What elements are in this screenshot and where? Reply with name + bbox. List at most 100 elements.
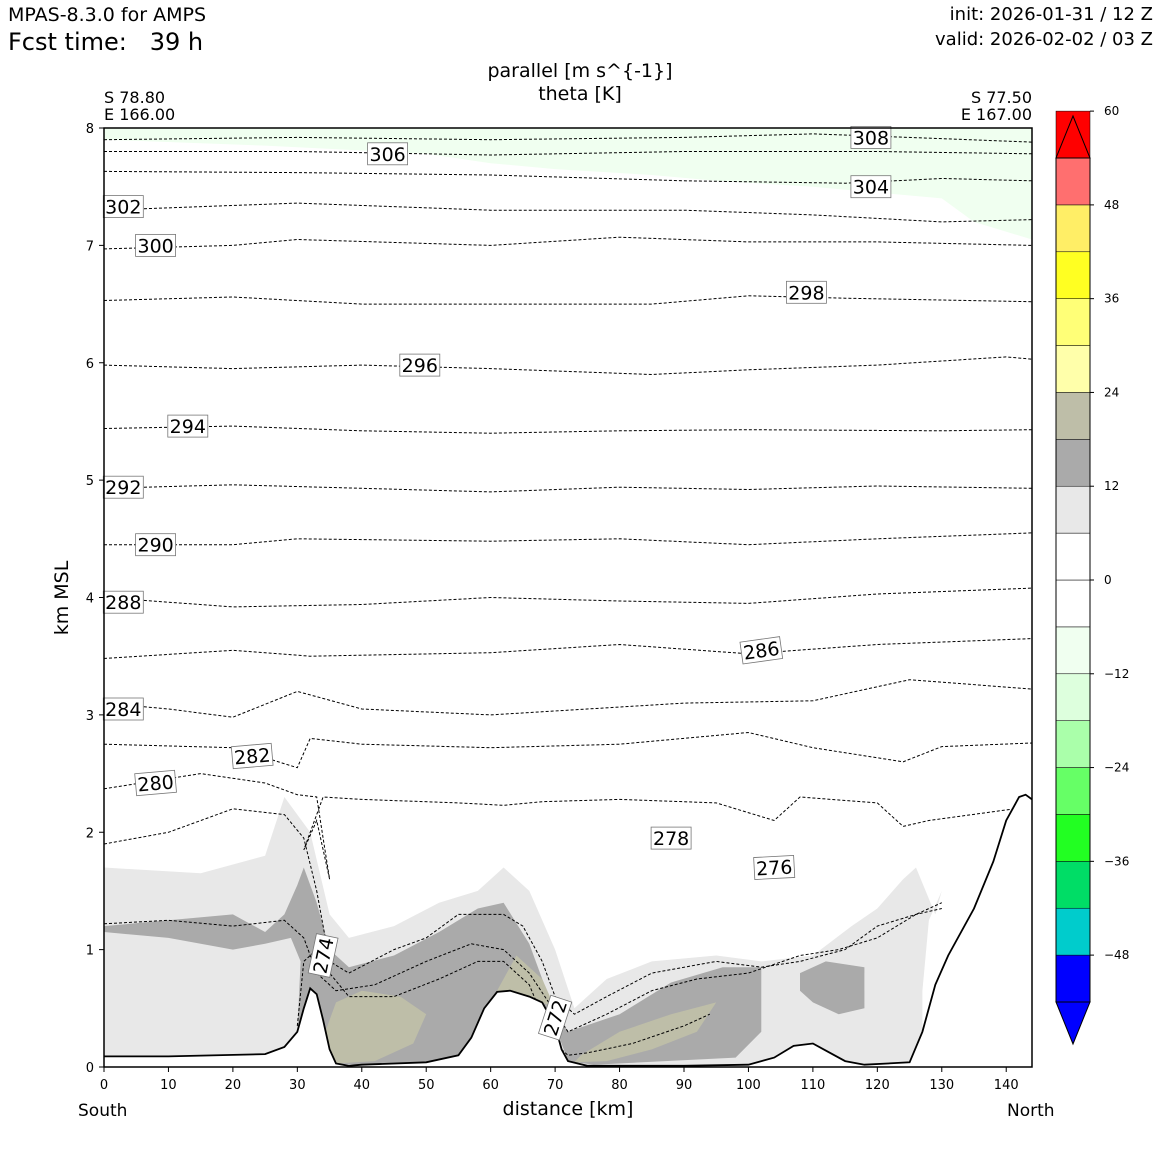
y-tick-label-5: 5	[86, 474, 94, 489]
chart-title-line2: theta [K]	[538, 83, 622, 105]
theta-contour-276	[103, 902, 943, 1033]
x-end-label-north: North	[1007, 1101, 1055, 1121]
contour-label-296: 296	[399, 353, 441, 377]
corner-left-lat: S 78.80	[104, 88, 166, 107]
contour-label-text: 280	[137, 771, 175, 796]
contour-label-288: 288	[102, 590, 144, 614]
y-tick-label-6: 6	[86, 357, 94, 372]
contour-label-text: 290	[137, 535, 173, 557]
contour-label-308: 308	[850, 125, 892, 149]
contour-label-280: 280	[134, 769, 177, 797]
contour-label-302: 302	[102, 195, 144, 219]
x-tick-label-90: 90	[676, 1078, 693, 1093]
colorbar-band-1	[1055, 907, 1091, 956]
x-tick-label-110: 110	[800, 1078, 825, 1093]
x-tick-label-120: 120	[865, 1078, 890, 1093]
theta-contour-278	[103, 808, 942, 1015]
plot-axes: 0 10 20 30 40 50 60 70 80 90 100 110 120 130 140 0 1 2 3 4 5…	[86, 122, 1033, 1093]
valid-time: valid: 2026-02-02 / 03 Z	[935, 29, 1153, 50]
wind-shade-6	[574, 1002, 717, 1063]
theta-contour-labels: 308 306 304 302 300 298 296 294 292 290 288 286 284 2…	[102, 125, 892, 1041]
contour-label-274: 274	[307, 933, 339, 978]
x-tick-label-30: 30	[289, 1078, 306, 1093]
colorbar-band-3	[1055, 814, 1091, 862]
contour-label-box	[739, 636, 784, 665]
theta-contour-layer	[103, 133, 1033, 1056]
x-tick-label-140: 140	[994, 1078, 1019, 1093]
contour-label-286: 286	[739, 636, 784, 665]
contour-label-box	[134, 769, 177, 797]
colorbar-band-2	[1055, 861, 1091, 909]
theta-contour-302	[103, 202, 1033, 223]
contour-label-box	[367, 142, 409, 166]
corner-right-lat: S 77.50	[970, 88, 1032, 107]
x-tick-label-10: 10	[160, 1078, 177, 1093]
colorbar-band-8	[1055, 579, 1091, 628]
colorbar-band-11	[1055, 439, 1091, 487]
contour-label-text: 302	[105, 197, 141, 219]
forecast-time-label: Fcst time:	[8, 28, 127, 56]
y-tick-label-7: 7	[86, 239, 94, 254]
y-tick-label-8: 8	[86, 122, 94, 137]
contour-label-box	[650, 826, 692, 850]
x-tick-label-100: 100	[736, 1078, 761, 1093]
colorbar-tick-label-9: −48	[1104, 948, 1129, 962]
contour-label-box	[167, 414, 209, 438]
x-tick-label-130: 130	[929, 1078, 954, 1093]
y-tick-label-4: 4	[86, 592, 94, 607]
x-tick-label-70: 70	[547, 1078, 564, 1093]
colorbar-band-15	[1055, 251, 1091, 299]
theta-contour-280	[103, 773, 1033, 880]
contour-label-text: 306	[369, 144, 405, 166]
colorbar-band-13	[1055, 345, 1091, 393]
colorbar-band-5	[1055, 720, 1091, 768]
x-axis-label: distance [km]	[502, 1098, 634, 1120]
contour-label-text: 298	[788, 282, 824, 304]
theta-contour-294	[103, 425, 1033, 434]
colorbar-tick-label-0: 60	[1104, 104, 1119, 118]
wind-shade-0	[104, 128, 1032, 240]
contour-label-text: 296	[402, 355, 438, 377]
contour-label-text: 292	[105, 477, 141, 499]
colorbar-tick-label-4: 12	[1104, 479, 1119, 493]
corner-left-lon: E 166.00	[104, 105, 176, 124]
theta-contour-306	[104, 151, 1033, 156]
y-tick-label-2: 2	[86, 826, 94, 841]
colorbar-band-6	[1055, 673, 1091, 721]
colorbar-band-17	[1055, 157, 1091, 206]
colorbar-tick-label-2: 36	[1104, 292, 1119, 306]
contour-label-300: 300	[135, 233, 177, 257]
contour-label-text: 300	[137, 235, 173, 257]
init-time: init: 2026-01-31 / 12 Z	[949, 4, 1153, 25]
x-tick-label-40: 40	[354, 1078, 371, 1093]
forecast-time-value: 39 h	[149, 28, 204, 56]
contour-label-text: 304	[853, 177, 889, 199]
theta-contour-282	[103, 731, 1033, 769]
colorbar: 60 48 36 24 12 0 −12 −24 −36 −48	[1055, 104, 1129, 1046]
contour-label-text: 294	[170, 416, 206, 438]
colorbar-band-16	[1055, 204, 1091, 253]
colorbar-tick-label-3: 24	[1104, 385, 1119, 399]
contour-label-278: 278	[650, 826, 692, 850]
contour-label-282: 282	[230, 742, 274, 770]
contour-label-304: 304	[850, 175, 892, 199]
theta-contour-300	[103, 236, 1033, 250]
contour-label-box	[850, 175, 892, 199]
colorbar-tick-label-1: 48	[1104, 198, 1119, 212]
contour-label-box	[753, 855, 796, 880]
contour-label-box	[135, 233, 177, 257]
contour-label-284: 284	[102, 697, 144, 721]
contour-label-box	[230, 742, 274, 770]
wind-shade-2	[104, 867, 762, 1065]
contour-label-306: 306	[367, 142, 409, 166]
contour-label-box	[135, 533, 177, 557]
y-tick-label-1: 1	[86, 944, 94, 959]
theta-contour-304	[103, 170, 1033, 184]
colorbar-band-9	[1055, 532, 1091, 581]
x-tick-label-0: 0	[100, 1078, 108, 1093]
colorbar-band-12	[1055, 392, 1091, 440]
colorbar-band-14	[1055, 298, 1091, 346]
colorbar-extend-bottom	[1055, 1001, 1091, 1046]
colorbar-tick-label-7: −24	[1104, 761, 1129, 775]
